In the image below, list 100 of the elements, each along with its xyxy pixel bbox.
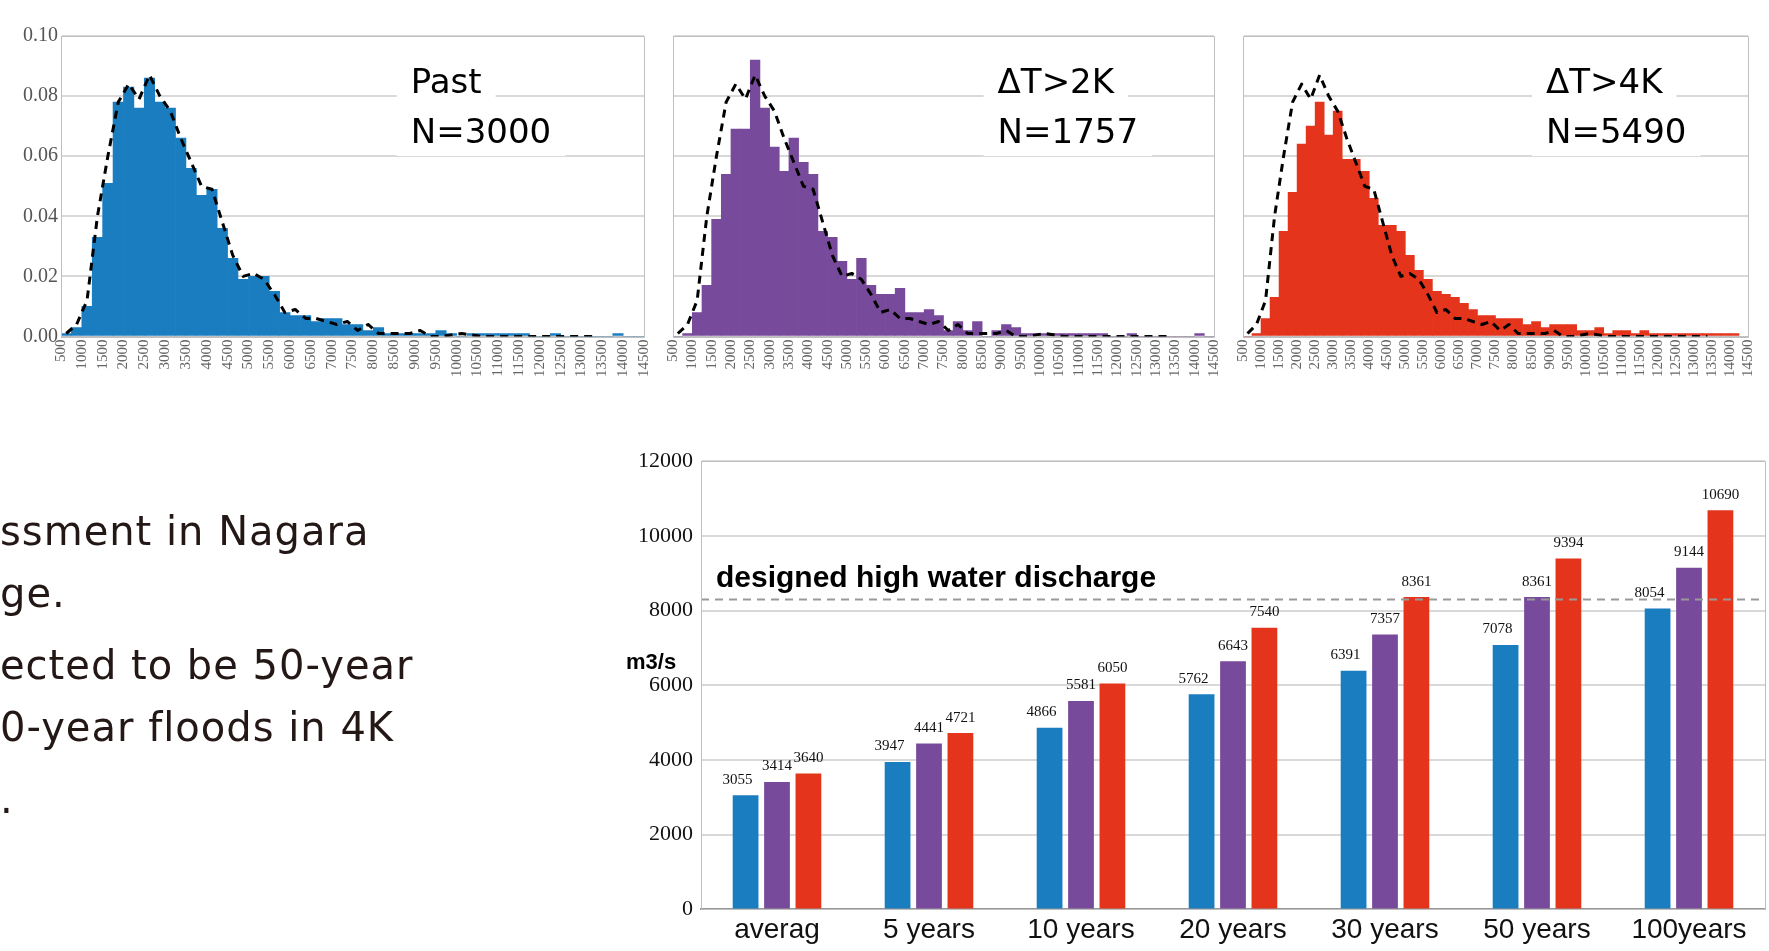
ref-line-label: designed high water discharge [716, 559, 1157, 593]
x-tick-label: 14500 [1738, 339, 1755, 377]
x-tick-label: 4500 [218, 339, 235, 370]
y-tick-label: 2000 [649, 820, 693, 846]
x-tick-label: 500 [663, 339, 680, 362]
x-tick-label: 1000 [683, 339, 700, 370]
data-label: 6050 [1097, 658, 1128, 675]
y-tick-label: 0.04 [23, 203, 58, 226]
text: . [0, 775, 15, 824]
x-tick-label: 6000 [280, 339, 297, 370]
x-tick-label: 5500 [1414, 339, 1431, 370]
x-tick-label: 14500 [634, 339, 651, 377]
y-tick-label: 8000 [649, 596, 693, 622]
x-tick-label: 13500 [1166, 339, 1183, 377]
y-tick-label: 0.10 [23, 23, 58, 46]
data-label: 7078 [1482, 620, 1513, 637]
x-tick-label: 10000 [447, 339, 464, 377]
x-tick-label: 10 years [1027, 912, 1135, 944]
x-tick-label: 12000 [530, 339, 547, 377]
y-tick-label: 0.02 [23, 263, 58, 286]
x-tick-label: 8500 [1522, 339, 1539, 370]
data-label: 3947 [874, 737, 906, 754]
x-tick-label: 7000 [1468, 339, 1485, 370]
x-tick-label: 7500 [343, 339, 360, 370]
x-tick-label: 13500 [593, 339, 610, 377]
x-tick-label: 11000 [1612, 339, 1629, 377]
x-tick-label: 6500 [895, 339, 912, 370]
x-tick-label: 12500 [551, 339, 568, 377]
x-tick-label: 12000 [1648, 339, 1665, 377]
text: 0-year floods in 4K [0, 703, 396, 752]
x-tick-label: 14000 [1185, 339, 1202, 377]
x-tick-label: 9000 [992, 339, 1009, 370]
x-tick-label: 2500 [741, 339, 758, 370]
x-tick-label: 2000 [114, 339, 131, 370]
x-tick-label: 8500 [973, 339, 990, 370]
x-tick-label: 9000 [1540, 339, 1557, 370]
x-tick-label: 12000 [1108, 339, 1125, 377]
x-tick-label: 3000 [1324, 339, 1341, 370]
x-tick-label: 5000 [1396, 339, 1413, 370]
text: ssment in Nagara [0, 507, 371, 556]
x-tick-label: 11500 [1089, 339, 1106, 377]
x-tick-label: 9500 [1011, 339, 1028, 370]
x-tick-label: 3500 [779, 339, 796, 370]
annotation: ΔT>2K [997, 60, 1116, 101]
text: ected to be 50-year [0, 641, 415, 690]
x-tick-label: 12500 [1666, 339, 1683, 377]
data-label: 4441 [914, 718, 944, 735]
x-tick-label: 13000 [572, 339, 589, 377]
x-tick-label: 11500 [1630, 339, 1647, 377]
x-tick-label: 8500 [385, 339, 402, 370]
x-tick-label: 3500 [176, 339, 193, 370]
x-tick-label: 50 years [1483, 912, 1591, 944]
x-tick-label: 13000 [1146, 339, 1163, 377]
x-tick-label: 10500 [1050, 339, 1067, 377]
y-tick-label: 10000 [638, 521, 693, 547]
x-tick-label: 13000 [1684, 339, 1701, 377]
x-tick-label: 11000 [1069, 339, 1086, 377]
x-tick-label: 5000 [837, 339, 854, 370]
data-label: 6391 [1330, 646, 1361, 663]
x-tick-label: 6000 [876, 339, 893, 370]
x-tick-label: 4500 [1378, 339, 1395, 370]
x-tick-label: 1000 [72, 339, 89, 370]
x-tick-label: 2500 [1306, 339, 1323, 370]
data-label: 7357 [1370, 610, 1401, 627]
x-tick-label: 7500 [934, 339, 951, 370]
x-tick-label: 12500 [1127, 339, 1144, 377]
x-tick-label: 3000 [156, 339, 173, 370]
x-tick-label: 4000 [1360, 339, 1377, 370]
x-tick-label: 1000 [1251, 339, 1268, 370]
data-label: 6643 [1218, 636, 1248, 653]
x-tick-label: 11500 [510, 339, 527, 377]
x-tick-label: 10000 [1031, 339, 1048, 377]
x-tick-label: 20 years [1179, 912, 1287, 944]
data-label: 9394 [1553, 533, 1584, 550]
annotation: Past [410, 60, 482, 101]
x-tick-label: 10500 [468, 339, 485, 377]
y-tick-label: 0.08 [23, 83, 58, 106]
data-label: 7540 [1249, 603, 1280, 620]
x-tick-label: 6000 [1432, 339, 1449, 370]
text: ge. [0, 569, 67, 618]
data-label: 9144 [1674, 543, 1705, 560]
y-tick-label: 0 [682, 895, 693, 921]
x-tick-label: 3500 [1342, 339, 1359, 370]
data-label: 10690 [1701, 485, 1740, 502]
x-tick-label: 10500 [1594, 339, 1611, 377]
x-tick-label: 9000 [405, 339, 422, 370]
x-tick-label: 100years [1631, 912, 1747, 944]
x-tick-label: 6500 [1450, 339, 1467, 370]
x-tick-label: 30 years [1331, 912, 1439, 944]
x-tick-label: 5000 [239, 339, 256, 370]
x-tick-label: 2000 [721, 339, 738, 370]
data-label: 8054 [1634, 584, 1666, 601]
x-tick-label: 7000 [915, 339, 932, 370]
annotation: ΔT>4K [1546, 60, 1665, 101]
x-tick-label: 5500 [260, 339, 277, 370]
x-tick-label: 1500 [93, 339, 110, 370]
annotation: N=1757 [997, 110, 1139, 151]
data-label: 8361 [1522, 572, 1552, 589]
x-tick-label: 3000 [760, 339, 777, 370]
x-tick-label: 14500 [1204, 339, 1221, 377]
